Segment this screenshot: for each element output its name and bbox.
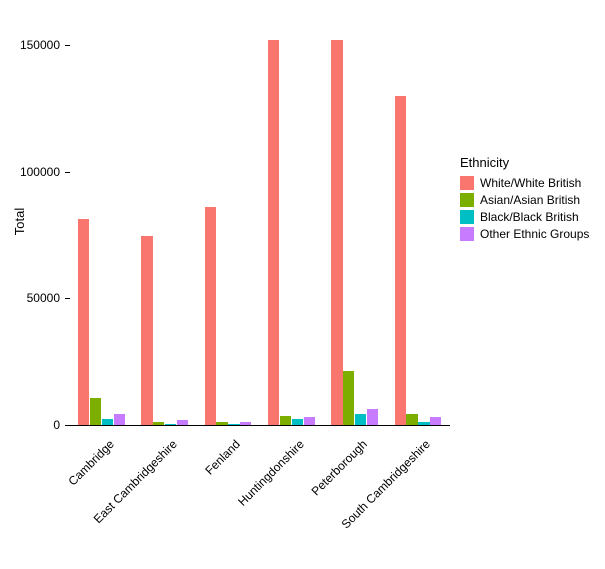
x-tick-label: Fenland (124, 437, 244, 557)
y-tick-label: 0 (0, 418, 60, 432)
bar (343, 371, 354, 425)
y-axis-label: Total (12, 207, 27, 234)
y-tick-mark (65, 45, 70, 46)
x-baseline (70, 425, 450, 426)
bar (205, 207, 216, 425)
x-tick-label: Huntingdonshire (187, 437, 307, 557)
legend-swatch (460, 210, 474, 224)
bar (331, 40, 342, 425)
y-tick-mark (65, 298, 70, 299)
legend-label: Other Ethnic Groups (480, 227, 589, 241)
bar (304, 417, 315, 425)
bar (141, 236, 152, 425)
x-tick-label: Cambridge (0, 437, 117, 557)
y-tick-label: 150000 (0, 38, 60, 52)
plot-area (70, 20, 450, 425)
y-tick-mark (65, 172, 70, 173)
bar (114, 414, 125, 425)
x-tick-label: South Cambridgeshire (314, 437, 434, 557)
bar (280, 416, 291, 425)
bar (395, 96, 406, 425)
bar (355, 414, 366, 425)
x-tick-label: Peterborough (250, 437, 370, 557)
bar (268, 40, 279, 425)
legend-swatch (460, 193, 474, 207)
legend-label: Black/Black British (480, 210, 579, 224)
legend-item: Other Ethnic Groups (460, 227, 589, 241)
legend-swatch (460, 227, 474, 241)
legend-item: Black/Black British (460, 210, 589, 224)
bar (78, 219, 89, 425)
x-tick-label: East Cambridgeshire (60, 437, 180, 557)
legend-label: White/White British (480, 176, 581, 190)
bar (430, 417, 441, 425)
bar (90, 398, 101, 425)
legend: Ethnicity White/White British Asian/Asian… (460, 155, 589, 244)
chart-container: Total 0 50000 100000 150000 CambridgeEast C… (0, 0, 605, 569)
bar (367, 409, 378, 425)
legend-title: Ethnicity (460, 155, 589, 170)
legend-item: Asian/Asian British (460, 193, 589, 207)
y-tick-label: 50000 (0, 291, 60, 305)
legend-label: Asian/Asian British (480, 193, 580, 207)
y-tick-label: 100000 (0, 165, 60, 179)
legend-swatch (460, 176, 474, 190)
bar (406, 414, 417, 425)
legend-item: White/White British (460, 176, 589, 190)
